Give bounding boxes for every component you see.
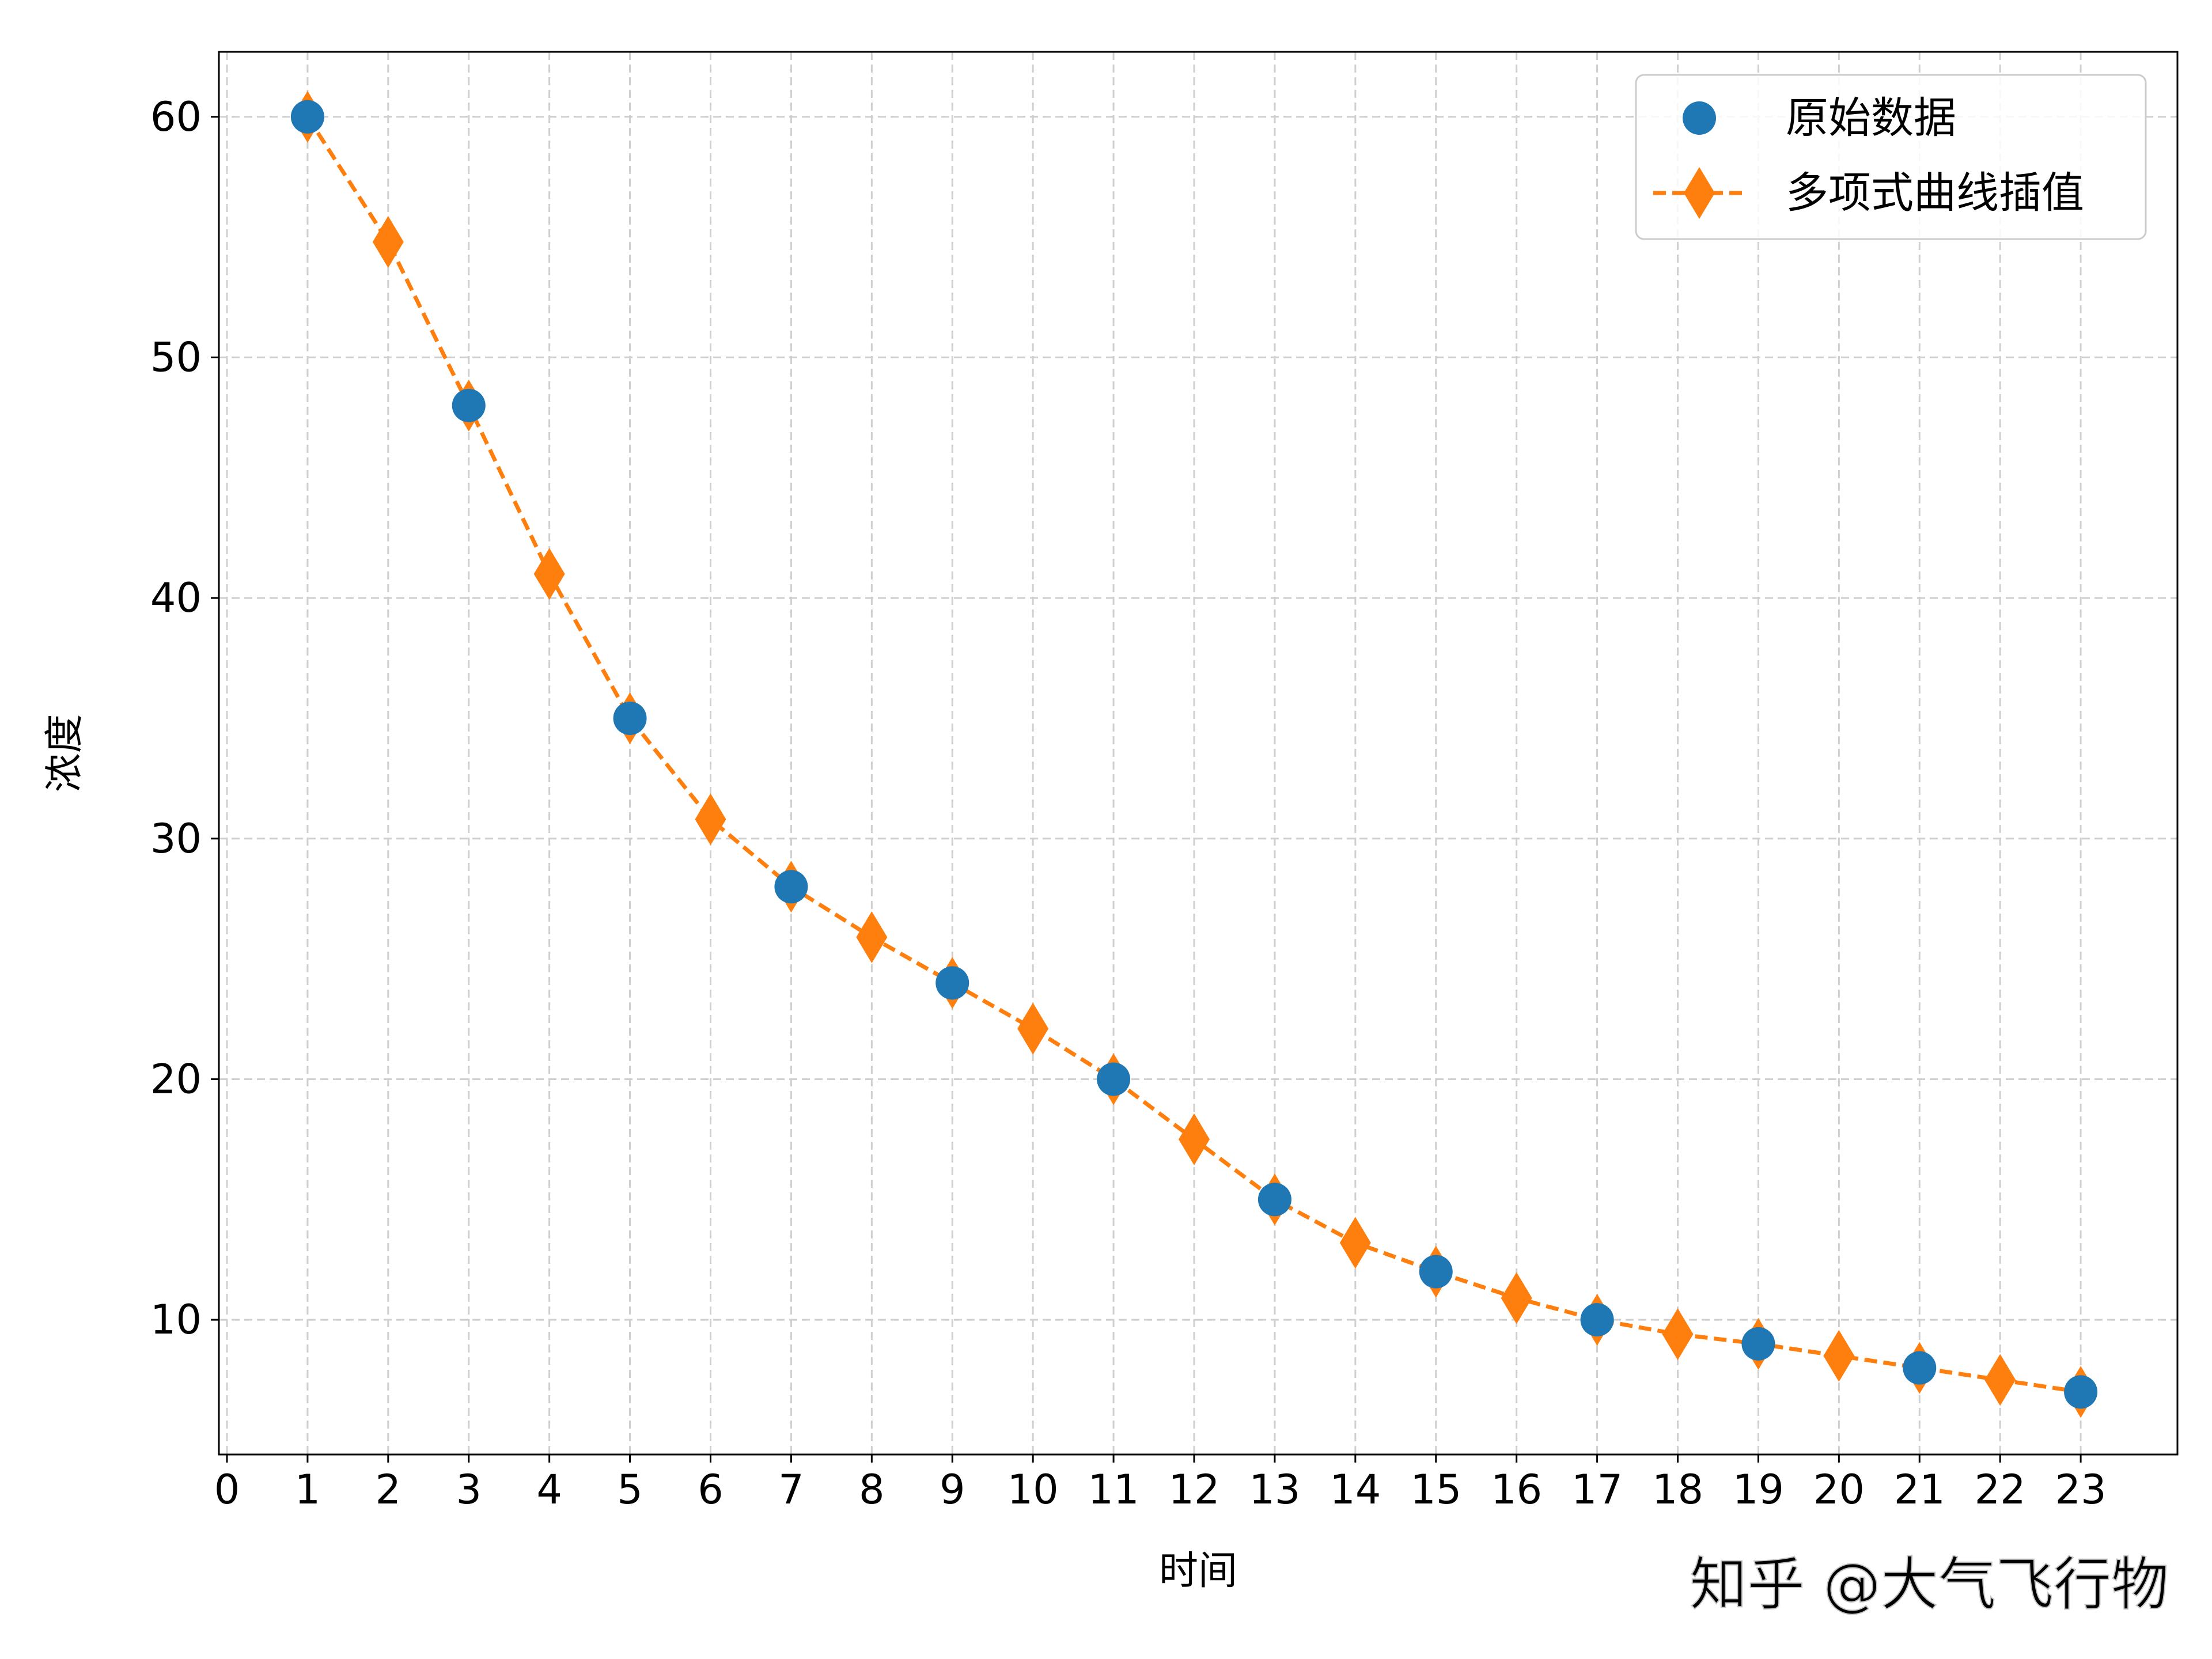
x-tick-label: 2 [376,1466,402,1513]
x-tick-label: 15 [1410,1466,1461,1513]
x-tick-label: 9 [940,1466,965,1513]
x-tick-label: 6 [698,1466,724,1513]
legend-box [1635,74,2147,240]
legend-marker-original [1683,101,1716,135]
original-data-point [1419,1255,1453,1289]
y-tick-label: 20 [150,1055,202,1103]
x-tick-label: 23 [2055,1466,2107,1513]
plot-frame [218,51,2179,1456]
original-data-point [935,966,969,1000]
x-tick-label: 18 [1652,1466,1703,1513]
legend-label-original: 原始数据 [1786,93,1956,143]
original-data-point [613,701,647,735]
interpolation-point [856,911,888,964]
x-axis: 0 1 2 3 4 5 6 7 8 9 10 11 12 13 14 15 16 17 18 19 20 21 22 23 [214,1455,2107,1513]
x-tick-label: 5 [617,1466,643,1513]
x-tick-label: 13 [1249,1466,1300,1513]
x-tick-label: 20 [1813,1466,1865,1513]
y-tick-label: 40 [150,574,202,622]
original-data-point [1580,1303,1614,1337]
interpolation-point [533,548,565,600]
x-tick-label: 1 [295,1466,321,1513]
interpolation-point [372,215,404,268]
x-tick-label: 16 [1491,1466,1542,1513]
x-tick-label: 3 [456,1466,482,1513]
x-tick-label: 11 [1088,1466,1139,1513]
original-data-point [452,388,486,422]
watermark: 知乎 @大气飞行物 [1690,1551,2169,1618]
y-axis-label: 浓度 [42,714,88,792]
legend-label-interpolation: 多项式曲线插值 [1786,168,2084,218]
y-tick-label: 60 [150,93,202,141]
interpolation-point [695,793,726,846]
x-tick-label: 14 [1330,1466,1381,1513]
interpolation-point [1984,1354,2016,1406]
series-points-group [290,90,2098,1418]
original-data-point [774,870,808,904]
y-tick-label: 30 [150,815,202,862]
x-tick-label: 10 [1007,1466,1059,1513]
y-axis: 10 20 30 40 50 60 [150,93,219,1343]
x-tick-label: 0 [214,1466,240,1513]
interpolation-point [1017,1002,1049,1055]
x-axis-label: 时间 [1159,1548,1237,1594]
interpolation-point [1339,1217,1371,1269]
x-tick-label: 17 [1571,1466,1623,1513]
original-data-point [2064,1375,2098,1409]
interpolation-point [1501,1272,1532,1324]
x-tick-label: 19 [1733,1466,1784,1513]
original-data-point [290,100,324,134]
x-tick-label: 4 [536,1466,562,1513]
original-data-point [1741,1327,1775,1361]
original-data-point [1097,1062,1131,1096]
x-tick-label: 7 [778,1466,804,1513]
legend-marker-interpolation [1684,167,1715,219]
original-data-point [1257,1183,1291,1217]
x-tick-label: 12 [1168,1466,1219,1513]
interpolation-point [1179,1113,1210,1165]
x-tick-label: 8 [859,1466,885,1513]
y-tick-label: 10 [150,1296,202,1343]
x-tick-label: 22 [1975,1466,2026,1513]
x-tick-label: 21 [1894,1466,1945,1513]
interpolation-point [1662,1308,1694,1361]
interpolation-point [1823,1330,1855,1382]
y-tick-label: 50 [150,334,202,381]
original-data-point [1903,1351,1937,1385]
